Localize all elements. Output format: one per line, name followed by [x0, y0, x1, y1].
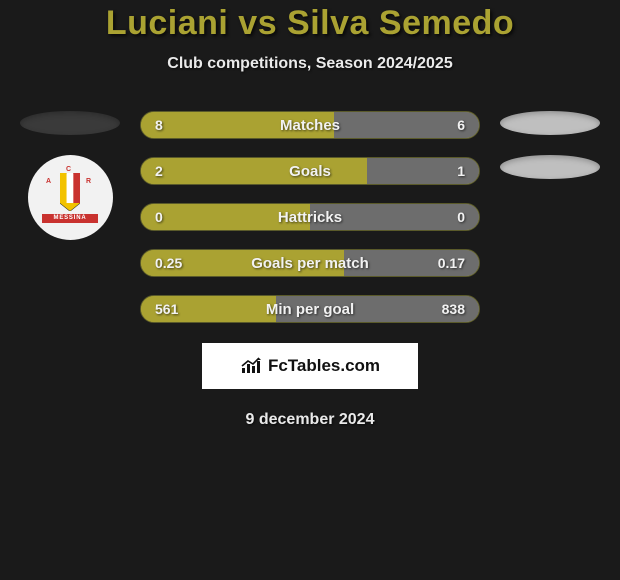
stat-label: Min per goal	[141, 296, 479, 322]
page-date: 9 december 2024	[0, 411, 620, 429]
comparison-columns: A C R MESSINA	[0, 111, 620, 323]
page-title: Luciani vs Silva Semedo	[0, 4, 620, 43]
page-subtitle: Club competitions, Season 2024/2025	[0, 55, 620, 73]
page: Luciani vs Silva Semedo Club competition…	[0, 0, 620, 429]
left-player-column: A C R MESSINA	[20, 111, 120, 240]
stat-row: 86Matches	[140, 111, 480, 139]
badge-letter: A	[46, 178, 51, 185]
chart-icon	[240, 357, 262, 375]
stat-row: 21Goals	[140, 157, 480, 185]
stat-label: Hattricks	[141, 204, 479, 230]
right-player-column	[500, 111, 600, 179]
right-team-placeholder	[500, 155, 600, 179]
team-badge-graphic: A C R MESSINA	[40, 168, 100, 228]
stat-label: Matches	[141, 112, 479, 138]
team-badge: A C R MESSINA	[28, 155, 113, 240]
stat-row: 00Hattricks	[140, 203, 480, 231]
stat-row: 561838Min per goal	[140, 295, 480, 323]
shield-icon	[60, 173, 80, 211]
stat-label: Goals	[141, 158, 479, 184]
badge-team-name: MESSINA	[42, 214, 98, 223]
badge-letter: R	[86, 178, 91, 185]
stat-label: Goals per match	[141, 250, 479, 276]
badge-letter: C	[66, 166, 71, 173]
left-player-placeholder	[20, 111, 120, 135]
stat-row: 0.250.17Goals per match	[140, 249, 480, 277]
stats-bars: 86Matches 21Goals 00Hattricks 0.250.17Goals…	[140, 111, 480, 323]
site-logo-text: FcTables.com	[268, 356, 380, 376]
site-logo[interactable]: FcTables.com	[202, 343, 418, 389]
right-player-placeholder	[500, 111, 600, 135]
